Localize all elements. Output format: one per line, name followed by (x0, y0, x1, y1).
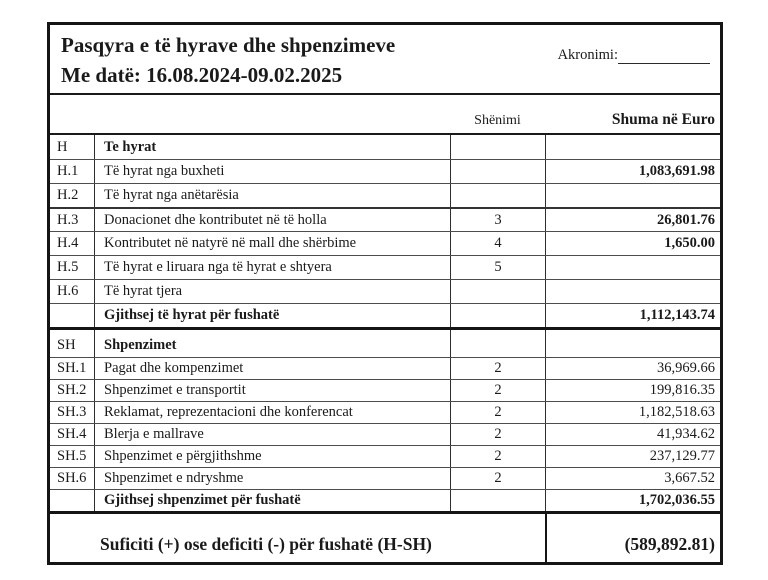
row-description: Shpenzimet e transportit (94, 380, 450, 401)
row-amount: 199,816.35 (545, 380, 720, 401)
row-code: SH.3 (57, 404, 87, 420)
table-row-h4: H.4 Kontributet në natyrë në mall dhe sh… (50, 231, 720, 255)
date-range: Me datë: 16.08.2024-09.02.2025 (61, 63, 343, 87)
table-row-sh3: SH.3 Reklamat, reprezentacioni dhe konfe… (50, 401, 720, 423)
surplus-deficit-amount: (589,892.81) (545, 514, 720, 562)
row-amount: 41,934.62 (545, 424, 720, 445)
row-code: SH.6 (57, 470, 87, 486)
row-code: H.3 (57, 211, 79, 228)
row-code: SH.1 (57, 360, 87, 376)
table-row-h: H Te hyrat (50, 135, 720, 159)
row-description: Reklamat, reprezentacioni dhe konferenca… (94, 402, 450, 423)
row-note (450, 184, 545, 207)
table-row-h1: H.1 Të hyrat nga buxheti 1,083,691.98 (50, 159, 720, 183)
row-code: SH.5 (57, 448, 87, 464)
row-description: Shpenzimet e ndryshme (94, 468, 450, 489)
row-amount (545, 184, 720, 207)
surplus-deficit-row: Suficiti (+) ose deficiti (-) për fushat… (50, 511, 720, 562)
row-description: Shpenzimet (94, 330, 450, 357)
row-description: Shpenzimet e përgjithshme (94, 446, 450, 467)
row-description: Gjithsej shpenzimet për fushatë (94, 490, 450, 511)
table-row-h6: H.6 Të hyrat tjera (50, 279, 720, 303)
table-row-sh2: SH.2 Shpenzimet e transportit 2 199,816.… (50, 379, 720, 401)
row-code: H.5 (57, 259, 79, 275)
page-title: Pasqyra e të hyrave dhe shpenzimeve (61, 33, 396, 57)
row-code (50, 304, 94, 327)
row-amount: 26,801.76 (545, 209, 720, 231)
row-note (450, 304, 545, 327)
acronym-label: Akronimi: (557, 47, 618, 63)
row-note: 2 (450, 468, 545, 489)
row-note (450, 135, 545, 159)
acronym-field: Akronimi: (558, 47, 710, 64)
table-row-h2: H.2 Të hyrat nga anëtarësia (50, 183, 720, 207)
expense-total-row: Gjithsej shpenzimet për fushatë 1,702,03… (50, 489, 720, 511)
row-amount (545, 330, 720, 357)
row-amount: 1,083,691.98 (545, 160, 720, 183)
row-amount (545, 135, 720, 159)
row-code: SH (57, 337, 76, 353)
row-amount: 1,650.00 (545, 232, 720, 255)
row-description: Donacionet dhe kontributet në të holla (94, 209, 450, 231)
row-code: H.1 (57, 163, 79, 179)
row-amount: 36,969.66 (545, 358, 720, 379)
row-note (450, 490, 545, 511)
row-amount: 1,702,036.55 (545, 490, 720, 511)
row-note (450, 280, 545, 303)
table-row-sh: SH Shpenzimet (50, 327, 720, 357)
row-code: H.2 (57, 187, 79, 203)
row-code: SH.2 (57, 382, 87, 398)
acronym-blank-line (618, 49, 710, 64)
title-box: Pasqyra e të hyrave dhe shpenzimeve Me d… (50, 25, 720, 95)
row-code: H.4 (57, 235, 79, 251)
row-description: Blerja e mallrave (94, 424, 450, 445)
row-note: 2 (450, 446, 545, 467)
column-header-row: Shënimi Shuma në Euro (50, 95, 720, 135)
row-amount: 1,112,143.74 (545, 304, 720, 327)
income-total-row: Gjithsej të hyrat për fushatë 1,112,143.… (50, 303, 720, 327)
row-amount: 1,182,518.63 (545, 402, 720, 423)
row-description: Të hyrat nga anëtarësia (94, 184, 450, 207)
row-note: 5 (450, 256, 545, 279)
row-note: 2 (450, 380, 545, 401)
row-note: 2 (450, 402, 545, 423)
table-row-sh6: SH.6 Shpenzimet e ndryshme 2 3,667.52 (50, 467, 720, 489)
row-note: 4 (450, 232, 545, 255)
surplus-deficit-label: Suficiti (+) ose deficiti (-) për fushat… (100, 534, 432, 554)
row-amount: 237,129.77 (545, 446, 720, 467)
table-row-sh4: SH.4 Blerja e mallrave 2 41,934.62 (50, 423, 720, 445)
row-description: Gjithsej të hyrat për fushatë (94, 304, 450, 327)
row-description: Të hyrat nga buxheti (94, 160, 450, 183)
row-code (50, 490, 94, 511)
row-note (450, 330, 545, 357)
table-row-sh1: SH.1 Pagat dhe kompenzimet 2 36,969.66 (50, 357, 720, 379)
row-amount (545, 280, 720, 303)
row-note: 2 (450, 358, 545, 379)
row-description: Të hyrat e liruara nga të hyrat e shtyer… (94, 256, 450, 279)
row-code: SH.4 (57, 426, 87, 442)
statement-sheet: Pasqyra e të hyrave dhe shpenzimeve Me d… (47, 22, 723, 565)
table-row-sh5: SH.5 Shpenzimet e përgjithshme 2 237,129… (50, 445, 720, 467)
row-description: Te hyrat (94, 135, 450, 159)
row-description: Të hyrat tjera (94, 280, 450, 303)
row-code: H (57, 138, 68, 155)
row-description: Kontributet në natyrë në mall dhe shërbi… (94, 232, 450, 255)
row-description: Pagat dhe kompenzimet (94, 358, 450, 379)
row-note: 2 (450, 424, 545, 445)
table-row-h3: H.3 Donacionet dhe kontributet në të hol… (50, 207, 720, 231)
row-amount (545, 256, 720, 279)
note-column-header: Shënimi (474, 113, 521, 128)
table-row-h5: H.5 Të hyrat e liruara nga të hyrat e sh… (50, 255, 720, 279)
amount-column-header: Shuma në Euro (611, 111, 715, 128)
row-amount: 3,667.52 (545, 468, 720, 489)
row-note (450, 160, 545, 183)
row-code: H.6 (57, 283, 79, 299)
row-note: 3 (450, 209, 545, 231)
